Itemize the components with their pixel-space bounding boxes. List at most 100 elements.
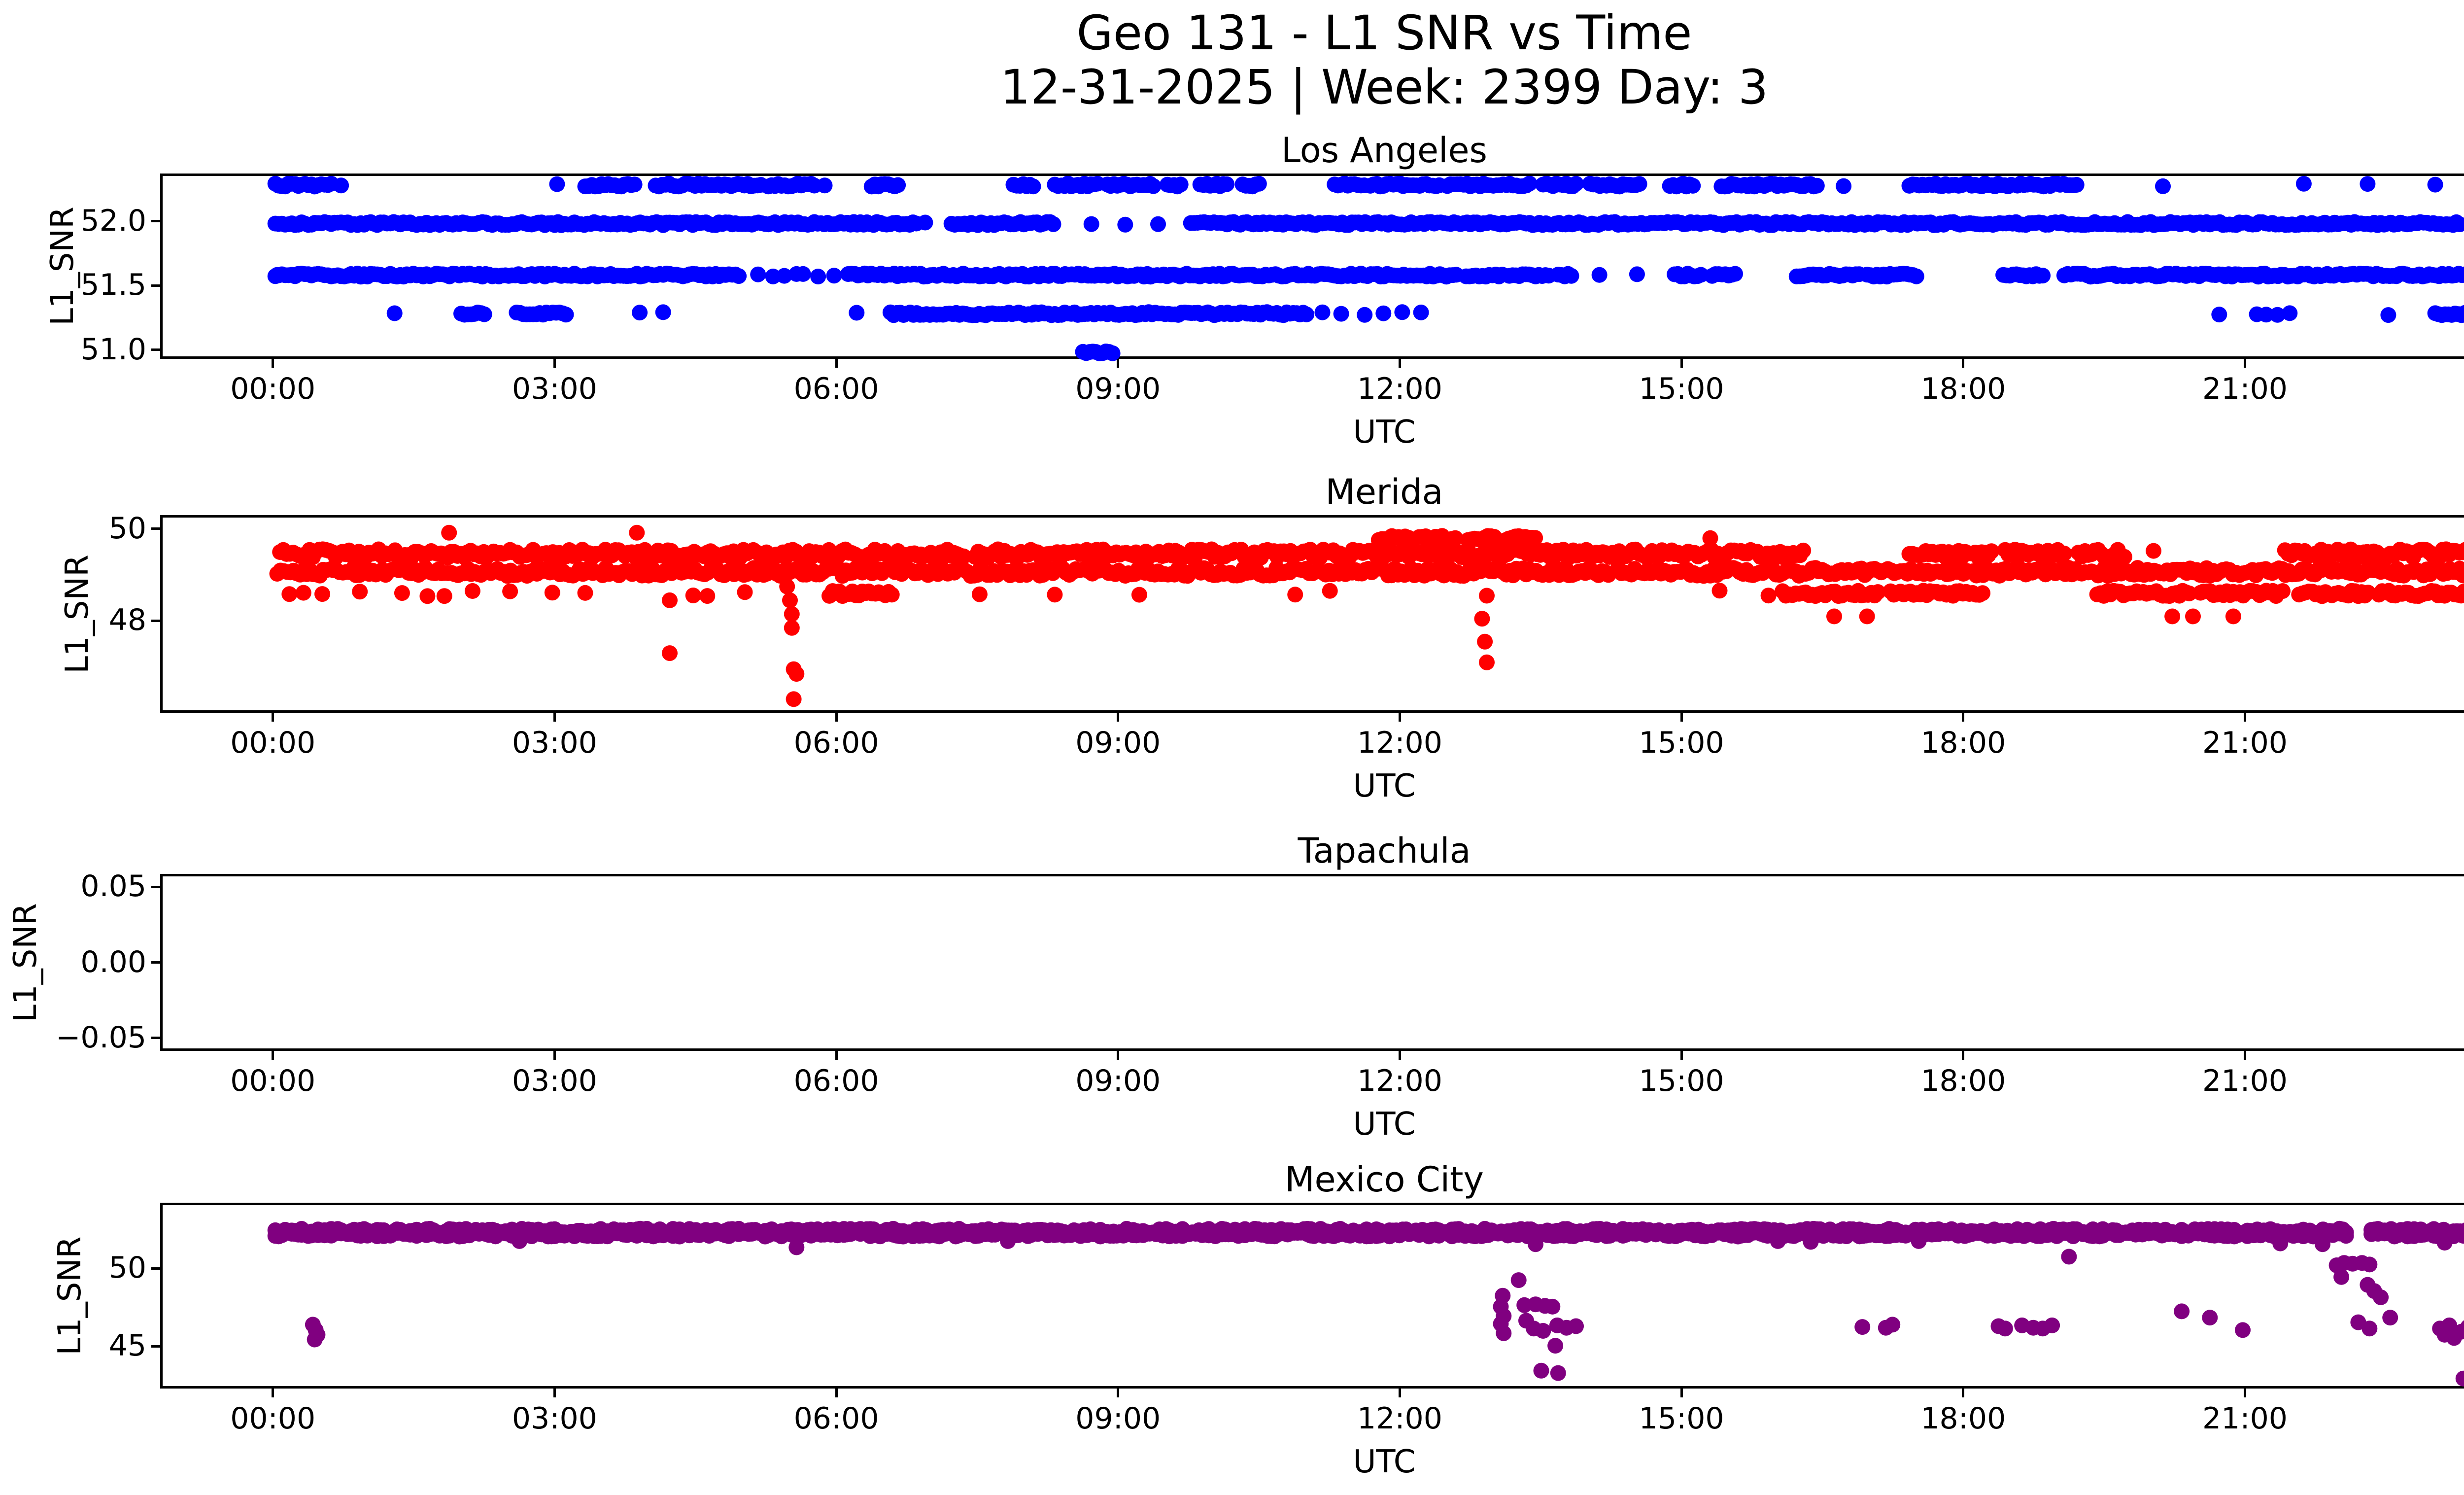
y-axis-label-merida: L1_SNR: [59, 554, 96, 674]
x-tick-label: 18:00: [1920, 372, 2006, 406]
subplot-title-los-angeles: Los Angeles: [1281, 130, 1488, 171]
x-tick-label: 03:00: [512, 372, 597, 406]
y-tick: [151, 1037, 160, 1040]
x-tick: [1680, 359, 1683, 368]
x-tick: [1117, 713, 1120, 722]
x-axis-label-tapachula: UTC: [1353, 1106, 1416, 1143]
x-tick: [553, 359, 556, 368]
y-axis-label-los-angeles: L1_SNR: [44, 207, 81, 326]
x-tick: [1962, 713, 1965, 722]
y-tick-label: −0.05: [56, 1020, 146, 1055]
y-tick-label: 48: [108, 603, 146, 638]
x-tick-label: 03:00: [512, 1401, 597, 1436]
scatter-canvas-mexico-city: [267, 1220, 2464, 1387]
plot-area-tapachula: [160, 874, 2464, 1051]
subplot-title-mexico-city: Mexico City: [1285, 1159, 1484, 1200]
x-tick: [1962, 1389, 1965, 1397]
x-tick: [553, 713, 556, 722]
x-tick-label: 18:00: [1920, 726, 2006, 760]
x-tick: [835, 1389, 838, 1397]
x-tick: [553, 1051, 556, 1060]
figure-title-line1: Geo 131 - L1 SNR vs Time: [1076, 5, 1692, 61]
x-tick-label: 18:00: [1920, 1401, 2006, 1436]
y-tick: [151, 348, 160, 351]
x-tick-label: 09:00: [1075, 1064, 1161, 1098]
subplot-title-tapachula: Tapachula: [1298, 831, 1471, 871]
x-axis-label-mexico-city: UTC: [1353, 1444, 1416, 1480]
y-tick-label: 52.0: [80, 203, 146, 238]
x-tick: [1680, 1389, 1683, 1397]
y-tick-label: 45: [108, 1328, 146, 1363]
x-tick-label: 15:00: [1639, 1401, 1724, 1436]
x-tick: [272, 713, 274, 722]
x-tick: [1962, 1051, 1965, 1060]
x-tick-label: 15:00: [1639, 372, 1724, 406]
x-tick: [272, 1389, 274, 1397]
x-tick-label: 03:00: [512, 1064, 597, 1098]
x-tick-label: 00:00: [2448, 726, 2464, 760]
x-tick-label: 21:00: [2202, 1064, 2288, 1098]
x-tick: [1117, 359, 1120, 368]
scatter-points-group: [267, 176, 2464, 361]
x-tick: [272, 359, 274, 368]
x-tick: [1962, 359, 1965, 368]
y-tick-label: 50: [108, 1251, 146, 1286]
x-tick-label: 09:00: [1075, 726, 1161, 760]
x-tick-label: 06:00: [793, 1401, 879, 1436]
x-tick-label: 12:00: [1357, 1401, 1442, 1436]
y-tick: [151, 961, 160, 964]
x-tick-label: 09:00: [1075, 1401, 1161, 1436]
x-tick-label: 12:00: [1357, 1064, 1442, 1098]
scatter-canvas-merida: [269, 524, 2464, 707]
y-tick: [151, 885, 160, 888]
x-tick: [553, 1389, 556, 1397]
scatter-points-group: [267, 1220, 2464, 1387]
x-tick: [1680, 1051, 1683, 1060]
x-tick-label: 18:00: [1920, 1064, 2006, 1098]
x-tick-label: 21:00: [2202, 1401, 2288, 1436]
x-tick: [1398, 713, 1401, 722]
x-tick-label: 15:00: [1639, 726, 1724, 760]
scatter-canvas-tapachula: [163, 876, 2464, 1053]
x-tick-label: 00:00: [230, 1401, 316, 1436]
x-tick-label: 06:00: [793, 372, 879, 406]
x-tick: [272, 1051, 274, 1060]
x-tick-label: 21:00: [2202, 372, 2288, 406]
scatter-canvas-los-angeles: [267, 176, 2464, 361]
x-tick-label: 12:00: [1357, 726, 1442, 760]
x-tick-label: 00:00: [2448, 1064, 2464, 1098]
plot-area-mexico-city: [160, 1203, 2464, 1389]
x-tick-label: 03:00: [512, 726, 597, 760]
x-tick: [2244, 1051, 2247, 1060]
x-tick-label: 00:00: [230, 1064, 316, 1098]
x-tick: [2244, 359, 2247, 368]
x-tick-label: 00:00: [2448, 372, 2464, 406]
x-tick-label: 00:00: [230, 726, 316, 760]
x-tick-label: 00:00: [230, 372, 316, 406]
y-tick-label: 0.00: [80, 944, 146, 979]
x-tick: [1117, 1051, 1120, 1060]
y-tick-label: 50: [108, 511, 146, 546]
subplot-title-merida: Merida: [1325, 472, 1443, 512]
x-tick: [1117, 1389, 1120, 1397]
figure-title-line2: 12-31-2025 | Week: 2399 Day: 3: [1000, 60, 1769, 115]
x-tick: [1398, 1389, 1401, 1397]
x-tick-label: 09:00: [1075, 372, 1161, 406]
y-tick: [151, 527, 160, 530]
x-tick-label: 06:00: [793, 726, 879, 760]
x-axis-label-los-angeles: UTC: [1353, 414, 1416, 451]
x-tick-label: 21:00: [2202, 726, 2288, 760]
x-tick: [835, 1051, 838, 1060]
x-tick: [1398, 359, 1401, 368]
y-tick: [151, 220, 160, 223]
x-tick-label: 15:00: [1639, 1064, 1724, 1098]
x-tick: [1398, 1051, 1401, 1060]
plot-area-merida: [160, 515, 2464, 713]
scatter-points-group: [269, 524, 2464, 707]
x-tick: [1680, 713, 1683, 722]
plot-area-los-angeles: [160, 174, 2464, 361]
x-tick-label: 00:00: [2448, 1401, 2464, 1436]
y-axis-label-tapachula: L1_SNR: [7, 903, 44, 1022]
x-tick: [835, 359, 838, 368]
y-tick: [151, 284, 160, 287]
